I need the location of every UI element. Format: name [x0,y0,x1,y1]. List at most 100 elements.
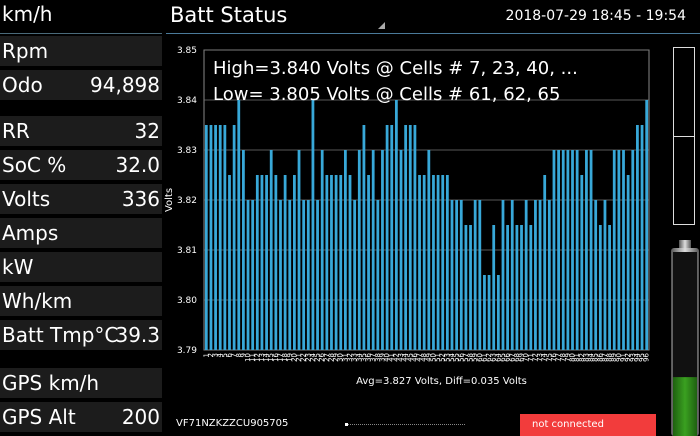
x-tick-label: 2 [207,353,215,357]
bar-cell-47 [418,175,421,350]
cell-voltage-chart: 3.793.803.813.823.833.843.85Volts1234567… [164,46,651,387]
bar-cell-76 [552,150,556,350]
x-tick-label: 88 [606,353,614,362]
x-tick-label: 79 [564,353,572,362]
bar-cell-63 [492,225,496,350]
bar-cell-90 [617,150,621,350]
x-tick-label: 86 [596,352,604,361]
x-tick-label: 35 [360,353,368,362]
bar-cell-60 [478,200,482,350]
x-tick-label: 87 [601,353,609,362]
x-tick-label: 8 [235,353,243,357]
x-tick-label: 31 [341,353,349,362]
bar-cell-45 [408,125,412,350]
bar-cell-79 [566,150,570,350]
x-tick-label: 94 [633,352,641,361]
x-tick-label: 58 [467,353,475,362]
bar-cell-2 [209,125,213,350]
bar-cell-56 [459,200,463,350]
vin-label: VF71NZKZZCU905705 [176,418,289,429]
bar-cell-11 [251,200,255,350]
bar-cell-89 [612,150,616,350]
sidebar-row-odo[interactable]: Odo 94,898 [0,70,162,102]
x-tick-label: 41 [388,353,396,362]
bar-cell-80 [571,150,574,350]
x-tick-label: 80 [569,353,577,362]
x-tick-label: 91 [620,353,628,362]
sidebar-row-batt-temp[interactable]: Batt Tmp°C 39.3 [0,320,162,352]
x-tick-label: 19 [286,353,294,362]
bar-cell-42 [394,100,398,350]
x-tick-label: 74 [541,352,549,361]
x-tick-label: 3 [212,353,220,357]
x-tick-label: 43 [397,353,405,362]
bar-cell-32 [348,175,352,350]
low-voltage-text: Low= 3.805 Volts @ Cells # 61, 62, 65 [213,84,561,105]
x-tick-label: 82 [578,353,586,362]
bar-cell-93 [631,150,635,350]
sidebar-row-gps-speed[interactable]: GPS km/h [0,368,162,400]
bar-cell-43 [399,150,403,350]
bar-cell-19 [288,200,292,350]
y-tick-label: 3.83 [177,146,197,156]
bar-cell-68 [515,225,519,350]
x-tick-label: 72 [531,353,539,362]
bar-cell-69 [520,225,523,350]
sidebar-row-kw[interactable]: kW [0,252,162,284]
connection-status-label: not connected [532,419,604,430]
bar-cell-13 [260,175,264,350]
bar-cell-86 [598,225,602,350]
sidebar-row-value: 336 [121,187,160,211]
x-tick-label: 13 [258,353,266,362]
x-tick-label: 16 [272,352,280,361]
bar-cell-23 [306,200,310,350]
sidebar-row-label: SoC % [2,153,67,177]
x-tick-label: 30 [337,353,345,362]
bar-cell-46 [413,125,417,350]
bar-cell-65 [501,200,505,350]
x-tick-label: 34 [355,352,363,361]
x-tick-label: 38 [374,353,382,362]
x-tick-label: 54 [448,352,456,361]
x-tick-label: 50 [429,353,437,362]
x-tick-label: 24 [309,352,317,361]
bar-cell-15 [269,150,273,350]
x-tick-label: 44 [402,352,410,361]
x-tick-label: 60 [476,353,484,362]
sidebar-row-soc[interactable]: SoC % 32.0 [0,150,162,182]
page-indicator-current [345,423,348,426]
sidebar-row-volts[interactable]: Volts 336 [0,184,162,216]
x-tick-label: 67 [508,353,516,362]
sidebar-row-gps-alt[interactable]: GPS Alt 200 [0,402,162,434]
bar-cell-82 [580,175,584,350]
page-indicator[interactable] [345,423,465,426]
sidebar-row-label: Odo [2,73,43,97]
x-tick-label: 1 [202,353,210,357]
sidebar-row-value: 32.0 [115,153,160,177]
x-tick-label: 39 [378,353,386,362]
x-tick-label: 66 [504,352,512,361]
bar-cell-57 [464,225,468,350]
dropdown-corner-icon[interactable] [378,22,385,29]
sidebar-row-speed[interactable]: km/h [0,0,162,32]
x-tick-label: 23 [304,353,312,362]
bar-cell-58 [469,225,472,350]
sidebar-row-rr[interactable]: RR 32 [0,116,162,148]
sidebar-row-wh-km[interactable]: Wh/km [0,286,162,318]
sidebar-row-label: Volts [2,187,51,211]
sidebar-row-label: kW [2,255,34,279]
x-tick-label: 61 [480,353,488,362]
page-title[interactable]: Batt Status [170,3,288,27]
bar-cell-38 [376,200,380,350]
x-tick-label: 45 [406,353,414,362]
sidebar-row-value: 94,898 [90,73,160,97]
bar-cell-40 [385,125,389,350]
level-indicator-divider [674,136,694,137]
sidebar-row-rpm[interactable]: Rpm [0,36,162,68]
connection-status[interactable]: not connected [520,414,656,436]
bar-cell-91 [622,150,625,350]
bar-cell-77 [557,150,560,350]
x-tick-label: 21 [295,353,303,362]
battery-icon [671,240,699,436]
sidebar-row-amps[interactable]: Amps [0,218,162,250]
